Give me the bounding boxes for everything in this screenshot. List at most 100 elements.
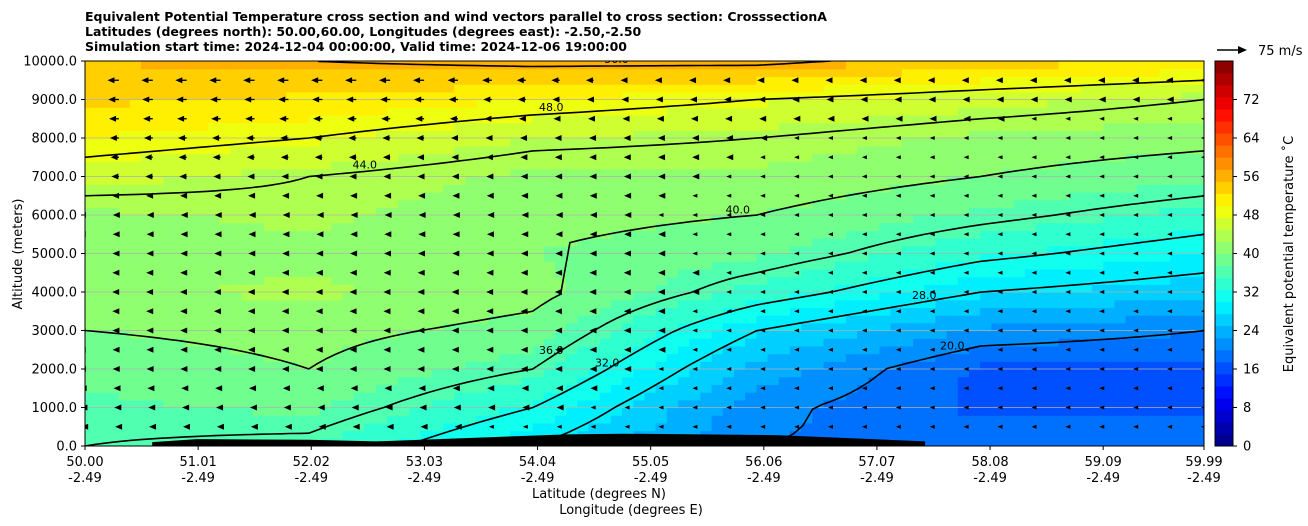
theta-e-cell — [364, 215, 377, 224]
theta-e-cell — [913, 99, 925, 108]
theta-e-cell — [185, 191, 198, 201]
theta-e-cell — [543, 245, 556, 255]
theta-e-cell — [722, 376, 735, 385]
theta-e-cell — [1148, 430, 1160, 439]
theta-e-cell — [666, 407, 679, 416]
theta-e-cell — [241, 130, 254, 139]
theta-e-cell — [890, 369, 903, 378]
theta-e-cell — [868, 253, 881, 262]
theta-e-cell — [196, 161, 209, 170]
theta-e-cell — [801, 361, 813, 370]
theta-e-cell — [980, 161, 992, 170]
theta-e-cell — [644, 422, 657, 432]
theta-e-cell — [969, 376, 981, 385]
theta-e-cell — [1159, 353, 1172, 362]
theta-e-cell — [331, 68, 343, 77]
theta-e-cell — [1002, 315, 1015, 324]
theta-e-cell — [1103, 299, 1116, 308]
theta-e-cell — [499, 315, 511, 324]
theta-e-cell — [1002, 307, 1015, 316]
theta-e-cell — [286, 99, 299, 108]
theta-e-cell — [107, 338, 120, 347]
theta-e-cell — [230, 215, 243, 224]
theta-e-cell — [935, 161, 948, 170]
theta-e-cell — [924, 299, 937, 308]
theta-e-cell — [308, 138, 321, 147]
theta-e-cell — [398, 376, 411, 385]
theta-e-cell — [1080, 99, 1093, 108]
theta-e-cell — [610, 222, 623, 231]
theta-e-cell — [1159, 222, 1172, 231]
theta-e-cell — [297, 322, 310, 332]
theta-e-cell — [185, 268, 198, 278]
theta-e-cell — [901, 407, 914, 416]
theta-e-cell — [610, 191, 623, 201]
theta-e-cell — [711, 353, 724, 362]
theta-e-cell — [409, 153, 422, 162]
theta-e-cell — [319, 345, 332, 355]
theta-e-cell — [543, 199, 556, 208]
theta-e-cell — [375, 384, 388, 393]
theta-e-cell — [554, 138, 567, 147]
theta-e-cell — [655, 415, 668, 424]
theta-e-cell — [308, 384, 321, 393]
theta-e-cell — [286, 415, 299, 424]
theta-e-cell — [375, 230, 388, 239]
theta-e-cell — [711, 76, 724, 85]
theta-e-cell — [901, 238, 914, 247]
theta-e-cell — [241, 161, 254, 170]
theta-e-cell — [1069, 176, 1082, 185]
theta-e-cell — [264, 392, 276, 401]
theta-e-cell — [1136, 407, 1149, 416]
theta-e-cell — [734, 161, 746, 170]
theta-e-cell — [957, 322, 970, 332]
theta-e-cell — [140, 292, 153, 301]
theta-e-cell — [196, 292, 209, 301]
theta-e-cell — [577, 168, 590, 178]
theta-e-cell — [1024, 176, 1037, 185]
theta-e-cell — [264, 422, 276, 432]
theta-e-cell — [364, 207, 377, 216]
theta-e-cell — [1024, 68, 1037, 77]
theta-e-cell — [409, 168, 422, 178]
theta-e-cell — [286, 61, 299, 70]
theta-e-cell — [174, 99, 187, 108]
theta-e-cell — [1058, 384, 1071, 393]
theta-e-cell — [946, 191, 959, 201]
theta-e-cell — [1069, 245, 1082, 255]
theta-e-cell — [554, 122, 567, 131]
theta-e-cell — [510, 384, 523, 393]
theta-e-cell — [1002, 168, 1015, 178]
theta-e-cell — [778, 284, 791, 293]
theta-e-cell — [1080, 84, 1093, 93]
theta-e-cell — [1069, 384, 1082, 393]
theta-e-cell — [1125, 161, 1138, 170]
theta-e-cell — [588, 322, 601, 332]
theta-e-cell — [129, 199, 142, 208]
theta-e-cell — [991, 238, 1004, 247]
theta-e-cell — [845, 322, 858, 332]
theta-e-cell — [398, 353, 411, 362]
theta-e-cell — [152, 61, 164, 70]
theta-e-cell — [185, 153, 198, 162]
theta-e-cell — [935, 307, 948, 316]
theta-e-cell — [969, 399, 981, 409]
theta-e-cell — [980, 407, 992, 416]
theta-e-cell — [845, 369, 858, 378]
theta-e-cell — [812, 161, 825, 170]
theta-e-cell — [1192, 353, 1204, 362]
theta-e-cell — [152, 68, 164, 77]
theta-e-cell — [1125, 369, 1138, 378]
theta-e-cell — [566, 338, 578, 347]
theta-e-cell — [890, 276, 903, 285]
theta-e-cell — [185, 168, 198, 178]
theta-e-cell — [1125, 84, 1138, 93]
theta-e-cell — [1092, 430, 1104, 439]
theta-e-cell — [1148, 315, 1160, 324]
theta-e-cell — [543, 322, 556, 332]
theta-e-cell — [991, 284, 1004, 293]
theta-e-cell — [778, 338, 791, 347]
theta-e-cell — [1013, 261, 1026, 270]
theta-e-cell — [823, 145, 836, 154]
theta-e-cell — [219, 338, 232, 347]
